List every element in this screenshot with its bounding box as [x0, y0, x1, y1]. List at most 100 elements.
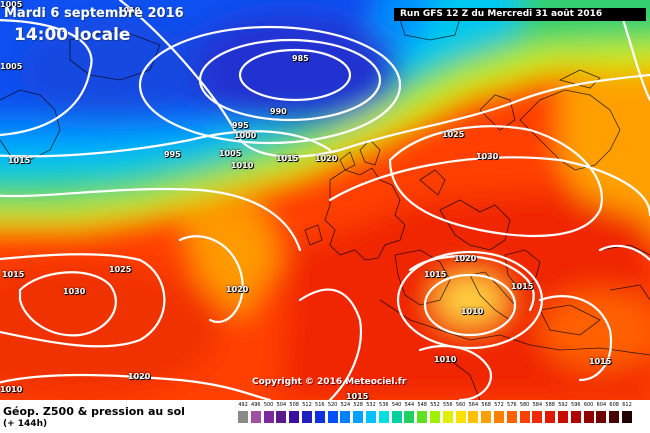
scale-swatch [238, 411, 248, 423]
scale-swatch [519, 411, 530, 423]
forecast-local-time: 14:00 locale [14, 25, 131, 45]
scale-tick-label: 512 [302, 402, 312, 408]
forecast-date: Mardi 6 septembre 2016 [4, 6, 184, 21]
isobar-label: 1015 [424, 270, 447, 279]
scale-swatch [545, 411, 556, 423]
scale-swatch [327, 411, 338, 423]
scale-tick-label: 592 [558, 402, 568, 408]
scale-swatch [481, 411, 492, 423]
legend-subtitle: (+ 144h) [3, 419, 48, 429]
model-run-label: Run GFS 12 Z du Mercredi 31 août 2016 [394, 8, 646, 21]
scale-tick-label: 572 [494, 402, 504, 408]
copyright-text: Copyright © 2016 Meteociel.fr [252, 377, 407, 387]
scale-tick-label: 536 [379, 402, 389, 408]
isobar-label: 990 [270, 107, 287, 116]
isobar-label: 1005 [0, 62, 23, 71]
scale-swatch [596, 411, 607, 423]
scale-tick-label: 588 [545, 402, 555, 408]
isobar-lines [0, 0, 650, 400]
isobar-label: 985 [292, 54, 309, 63]
scale-tick-label: 544 [404, 402, 415, 408]
isobar-label: 1015 [2, 270, 25, 279]
map-canvas [0, 0, 650, 400]
scale-tick-label: 596 [571, 402, 581, 408]
isobar-label: 1030 [63, 287, 86, 296]
scale-swatch [250, 411, 261, 423]
weather-map: 1010 1005 985 990 995 1000 995 1005 1010… [0, 0, 650, 400]
scale-swatch [391, 411, 402, 423]
scale-swatch [378, 411, 389, 423]
scale-tick-label: 504 [276, 402, 287, 408]
legend-footer: Géop. Z500 & pression au sol (+ 144h) 49… [0, 400, 650, 433]
scale-swatch [506, 411, 517, 423]
scale-tick-label: 560 [455, 402, 466, 408]
scale-swatch [404, 411, 415, 423]
isobar-label: 995 [232, 121, 249, 130]
scale-swatch [622, 411, 632, 423]
scale-swatch [417, 411, 428, 423]
isobar-label: 995 [164, 150, 181, 159]
scale-tick-label: 532 [366, 402, 376, 408]
isobar-label: 1010 [461, 307, 484, 316]
isobar-label: 1010 [434, 355, 457, 364]
isobar-label: 1010 [118, 6, 141, 15]
isobar-label: 1015 [8, 156, 31, 165]
scale-swatch [353, 411, 364, 423]
scale-tick-label: 496 [251, 402, 261, 408]
scale-tick-label: 500 [263, 402, 274, 408]
scale-swatch [430, 411, 440, 423]
scale-tick-label: 604 [596, 402, 607, 408]
isobar-label: 1030 [476, 152, 499, 161]
scale-tick-label: 492 [238, 402, 248, 408]
scale-tick-label: 600 [583, 402, 594, 408]
scale-swatch [609, 411, 620, 423]
scale-tick-label: 612 [622, 402, 632, 408]
isobar-label: 1010 [231, 161, 254, 170]
scale-swatch [532, 411, 543, 423]
scale-tick-label: 524 [340, 402, 351, 408]
scale-tick-label: 540 [391, 402, 402, 408]
scale-swatch [468, 411, 479, 423]
scale-tick-label: 580 [519, 402, 530, 408]
scale-swatch [583, 411, 594, 423]
scale-tick-label: 508 [289, 402, 299, 408]
isobar-label: 1020 [226, 285, 249, 294]
scale-tick-label: 552 [430, 402, 440, 408]
scale-tick-label: 576 [507, 402, 517, 408]
scale-tick-label: 548 [417, 402, 427, 408]
isobar-label: 1015 [276, 154, 299, 163]
isobar-label: 1015 [589, 357, 612, 366]
scale-tick-label: 556 [443, 402, 453, 408]
scale-swatch [455, 411, 466, 423]
isobar-label: 1000 [234, 131, 257, 140]
isobar-label: 1015 [346, 392, 369, 400]
isobar-label: 1005 [0, 0, 23, 9]
isobar-label: 1015 [511, 282, 534, 291]
isobar-label: 1010 [0, 385, 23, 394]
scale-swatch [302, 411, 312, 423]
scale-swatch [289, 411, 300, 423]
scale-swatch [570, 411, 581, 423]
scale-swatch [494, 411, 504, 423]
scale-swatch [558, 411, 568, 423]
scale-tick-label: 568 [481, 402, 491, 408]
isobar-label: 1020 [315, 154, 338, 163]
scale-swatch [276, 411, 287, 423]
scale-swatch [263, 411, 274, 423]
scale-tick-label: 520 [327, 402, 338, 408]
isobar-label: 1025 [109, 265, 132, 274]
isobar-label: 1025 [442, 130, 465, 139]
isobar-label: 1020 [454, 254, 477, 263]
geopotential-field [0, 0, 650, 400]
scale-swatch [314, 411, 325, 423]
scale-swatch [366, 411, 376, 423]
legend-title: Géop. Z500 & pression au sol [3, 405, 185, 418]
scale-tick-label: 528 [353, 402, 363, 408]
scale-tick-label: 564 [468, 402, 479, 408]
isobar-label: 1005 [219, 149, 242, 158]
scale-tick-label: 516 [315, 402, 325, 408]
scale-tick-label: 608 [609, 402, 619, 408]
isobar-label: 1020 [128, 372, 151, 381]
scale-swatch [340, 411, 351, 423]
